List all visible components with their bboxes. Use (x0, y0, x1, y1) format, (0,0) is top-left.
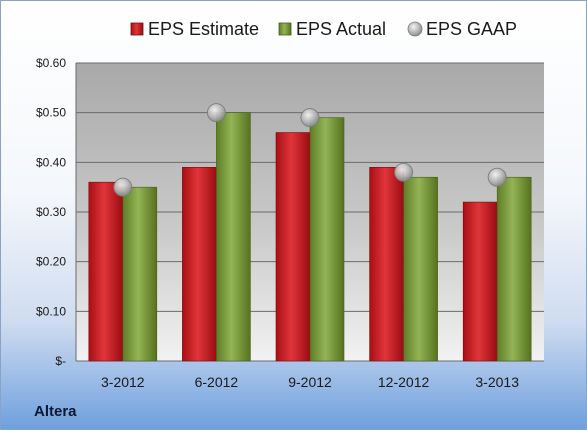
bar-eps-actual (403, 176, 438, 362)
bar-eps-estimate (182, 167, 217, 362)
legend-marker (407, 21, 423, 37)
bar-eps-estimate (369, 167, 404, 362)
bar-eps-actual (309, 117, 345, 362)
legend-label: EPS GAAP (426, 19, 517, 39)
company-label: Altera (34, 403, 77, 420)
point-eps-gaap (206, 103, 226, 123)
legend-label: EPS Actual (296, 19, 386, 39)
y-tick-label: $0.10 (36, 304, 66, 318)
x-tick-label: 12-2012 (378, 374, 430, 390)
legend-label: EPS Estimate (148, 19, 259, 39)
point-eps-gaap (113, 177, 133, 197)
bar-eps-actual (216, 112, 251, 362)
point-eps-gaap (394, 162, 414, 182)
bar-eps-actual (122, 186, 158, 362)
x-tick-label: 3-2012 (101, 374, 145, 390)
y-tick-label: $0.20 (36, 255, 66, 269)
bar-eps-actual (496, 176, 532, 362)
legend-marker (130, 22, 144, 36)
y-tick-label: $0.40 (36, 155, 66, 169)
y-tick-label: $0.50 (36, 106, 66, 120)
bar-eps-estimate (275, 132, 311, 362)
point-eps-gaap (487, 167, 507, 187)
y-tick-label: $0.60 (36, 56, 66, 70)
x-tick-label: 6-2012 (195, 374, 239, 390)
y-tick-label: $- (55, 354, 66, 368)
bar-eps-estimate (462, 201, 498, 362)
x-tick-label: 3-2013 (475, 374, 519, 390)
x-tick-label: 9-2012 (288, 374, 332, 390)
point-eps-gaap (300, 108, 320, 128)
bar-eps-estimate (88, 181, 124, 362)
y-tick-label: $0.30 (36, 205, 66, 219)
legend-marker (278, 22, 292, 36)
